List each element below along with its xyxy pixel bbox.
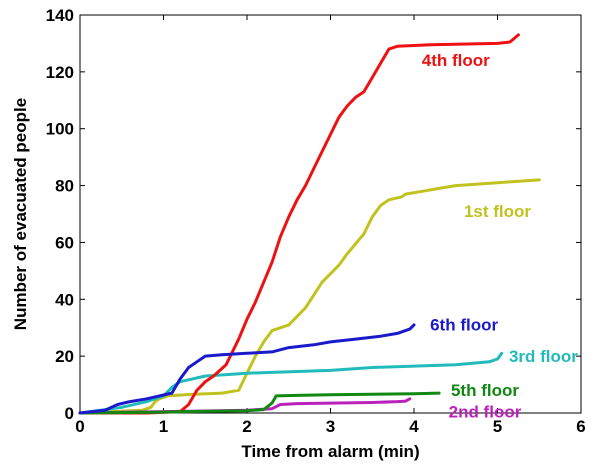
- y-tick-label: 80: [55, 177, 74, 196]
- x-tick-label: 2: [242, 417, 251, 436]
- y-tick-label: 140: [46, 6, 74, 25]
- series-label-3rd-floor: 3rd floor: [509, 347, 578, 366]
- x-tick-label: 1: [159, 417, 168, 436]
- series-line-4th-floor: [78, 33, 520, 415]
- series-layer: [78, 33, 541, 415]
- series-label-2nd-floor: 2nd floor: [449, 402, 522, 421]
- x-tick-label: 0: [75, 417, 84, 436]
- series-line-1st-floor: [78, 178, 541, 415]
- x-tick-label: 4: [409, 417, 419, 436]
- y-tick-label: 0: [65, 404, 74, 423]
- series-label-4th-floor: 4th floor: [422, 51, 490, 70]
- series-line-3rd-floor: [78, 351, 504, 415]
- plot-area: [79, 14, 582, 414]
- y-tick-label: 120: [46, 63, 74, 82]
- y-tick-label: 60: [55, 233, 74, 252]
- series-label-5th-floor: 5th floor: [451, 381, 519, 400]
- y-tick-label: 100: [46, 120, 74, 139]
- series-labels: 1st floor 2nd floor 3rd floor 4th floor 5th …: [422, 51, 579, 421]
- x-axis-title: Time from alarm (min): [241, 442, 419, 461]
- series-line-5th-floor: [78, 391, 441, 415]
- series-label-1st-floor: 1st floor: [464, 202, 531, 221]
- series-line-6th-floor: [78, 323, 416, 415]
- x-tick-label: 5: [493, 417, 502, 436]
- y-tick-label: 40: [55, 290, 74, 309]
- series-label-6th-floor: 6th floor: [430, 316, 498, 335]
- y-axis-title: Number of evacuated people: [11, 98, 30, 330]
- x-axis: 0 1 2 3 4 5 6: [75, 15, 586, 436]
- x-tick-label: 3: [326, 417, 335, 436]
- x-tick-label: 6: [576, 417, 585, 436]
- y-tick-label: 20: [55, 347, 74, 366]
- y-axis: 0 20 40 60 80 100 120 140: [46, 6, 581, 423]
